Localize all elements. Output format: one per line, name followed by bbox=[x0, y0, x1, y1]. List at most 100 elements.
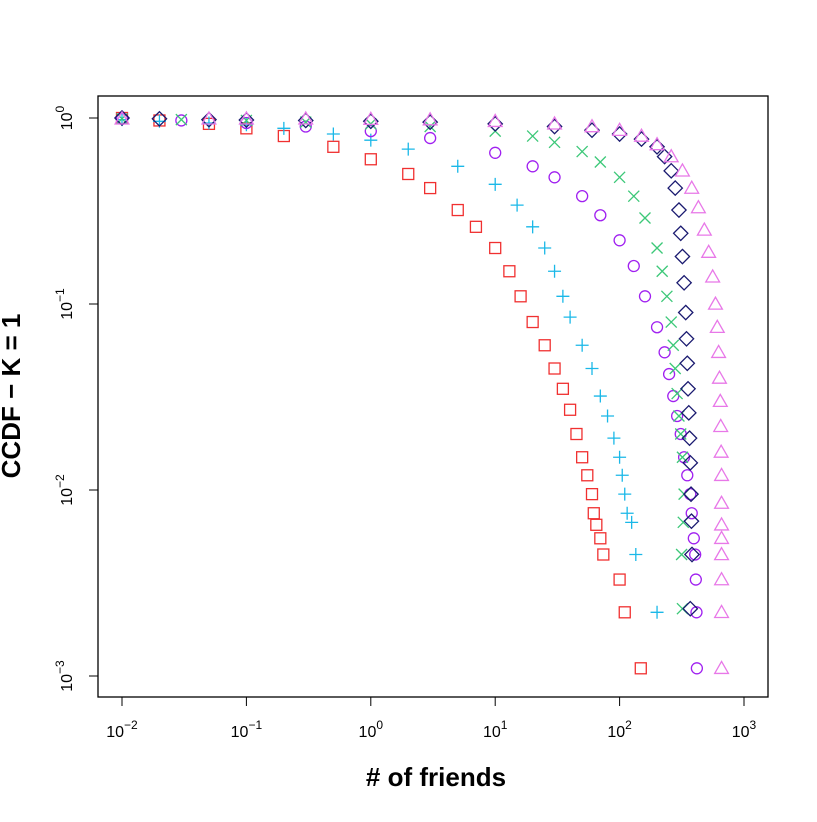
triangle-point bbox=[238, 110, 255, 125]
triangle-point bbox=[712, 418, 729, 433]
x-point bbox=[548, 136, 561, 149]
diamond-point bbox=[679, 355, 696, 372]
triangle-point bbox=[713, 530, 730, 545]
triangle-point bbox=[696, 221, 713, 236]
square-point bbox=[451, 203, 464, 217]
triangle-point bbox=[663, 148, 680, 163]
square-point bbox=[563, 403, 577, 416]
circle-point bbox=[689, 548, 702, 561]
diamond-point bbox=[362, 113, 379, 130]
diamond-point bbox=[113, 109, 131, 127]
plus-point bbox=[585, 362, 599, 376]
triangle-point bbox=[711, 369, 728, 384]
diamond-point bbox=[670, 201, 688, 219]
circle-point bbox=[424, 131, 437, 145]
plus-point bbox=[526, 220, 540, 234]
plus-point bbox=[618, 487, 632, 501]
circle-point bbox=[548, 171, 561, 184]
plus-point bbox=[613, 450, 627, 464]
plus-point bbox=[563, 310, 577, 324]
diamond-point bbox=[677, 304, 694, 321]
circle-point bbox=[175, 114, 188, 127]
plus-point bbox=[451, 159, 465, 173]
x-tick-label: 10−2 bbox=[106, 718, 138, 741]
square-point bbox=[503, 265, 516, 278]
series-pink-triangles bbox=[114, 110, 730, 675]
plus-point bbox=[629, 548, 643, 562]
x-point bbox=[671, 387, 684, 400]
circle-point bbox=[687, 532, 700, 545]
diamond-point bbox=[672, 225, 689, 242]
diamond-point bbox=[681, 430, 698, 447]
triangle-point bbox=[713, 467, 730, 482]
diamond-point bbox=[648, 138, 666, 155]
circle-point bbox=[526, 160, 539, 173]
plus-point bbox=[650, 605, 664, 619]
plus-point bbox=[607, 431, 621, 445]
triangle-point bbox=[546, 115, 563, 130]
triangle-point bbox=[362, 111, 379, 126]
triangle-point bbox=[710, 344, 727, 359]
x-tick-label: 10−1 bbox=[231, 718, 263, 741]
circle-point bbox=[594, 209, 607, 222]
axis-layer: 10−2 10−1 100 101 102 103 100 10−1 10−2 10−3 bbox=[53, 105, 757, 741]
triangle-point bbox=[584, 118, 600, 133]
diamond-point bbox=[667, 180, 684, 197]
diamond-point bbox=[678, 330, 695, 347]
square-point bbox=[489, 241, 502, 255]
square-point bbox=[556, 382, 570, 395]
circle-point bbox=[364, 124, 377, 138]
square-point bbox=[327, 140, 340, 153]
triangle-point bbox=[700, 243, 717, 258]
triangle-point bbox=[200, 110, 217, 125]
x-point bbox=[526, 130, 539, 142]
plus-point bbox=[326, 127, 340, 141]
triangle-point bbox=[422, 111, 439, 126]
diamond-point bbox=[422, 114, 439, 131]
diamond-point bbox=[151, 110, 168, 127]
triangle-point bbox=[690, 199, 707, 214]
x-point bbox=[674, 428, 687, 440]
triangle-point bbox=[649, 136, 666, 151]
triangle-point bbox=[611, 121, 628, 136]
x-point bbox=[175, 113, 188, 126]
square-point bbox=[585, 487, 599, 501]
x-point bbox=[665, 316, 678, 328]
plus-point bbox=[364, 133, 378, 147]
diamond-point bbox=[663, 162, 680, 179]
triangle-point bbox=[713, 604, 730, 619]
diamond-point bbox=[200, 111, 218, 128]
diamond-point bbox=[676, 274, 693, 291]
triangle-point bbox=[713, 443, 730, 458]
plus-point bbox=[510, 198, 524, 212]
x-point bbox=[576, 145, 589, 158]
plus-point bbox=[615, 468, 629, 482]
circle-point bbox=[685, 507, 698, 520]
series-purple-circles bbox=[115, 112, 704, 675]
x-point bbox=[651, 242, 664, 254]
plus-point bbox=[401, 142, 415, 156]
square-point bbox=[576, 451, 589, 464]
square-point bbox=[548, 362, 561, 375]
x-tick-label: 100 bbox=[359, 718, 384, 741]
square-point bbox=[526, 315, 539, 329]
circle-point bbox=[299, 120, 312, 133]
y-tick-label: 100 bbox=[53, 105, 76, 130]
plus-point bbox=[601, 409, 615, 423]
circle-point bbox=[489, 146, 502, 159]
square-point bbox=[364, 153, 377, 166]
triangle-point bbox=[713, 571, 730, 586]
x-point bbox=[594, 156, 607, 168]
circle-point bbox=[576, 190, 589, 203]
circle-point bbox=[690, 606, 703, 619]
circle-point bbox=[650, 321, 664, 334]
diamond-point bbox=[682, 454, 699, 471]
circle-point bbox=[613, 234, 626, 247]
plus-point bbox=[488, 177, 502, 191]
plus-point bbox=[548, 264, 562, 278]
circle-point bbox=[690, 662, 704, 675]
diamond-point bbox=[683, 546, 701, 563]
triangle-point bbox=[487, 113, 504, 128]
triangle-point bbox=[297, 110, 314, 125]
